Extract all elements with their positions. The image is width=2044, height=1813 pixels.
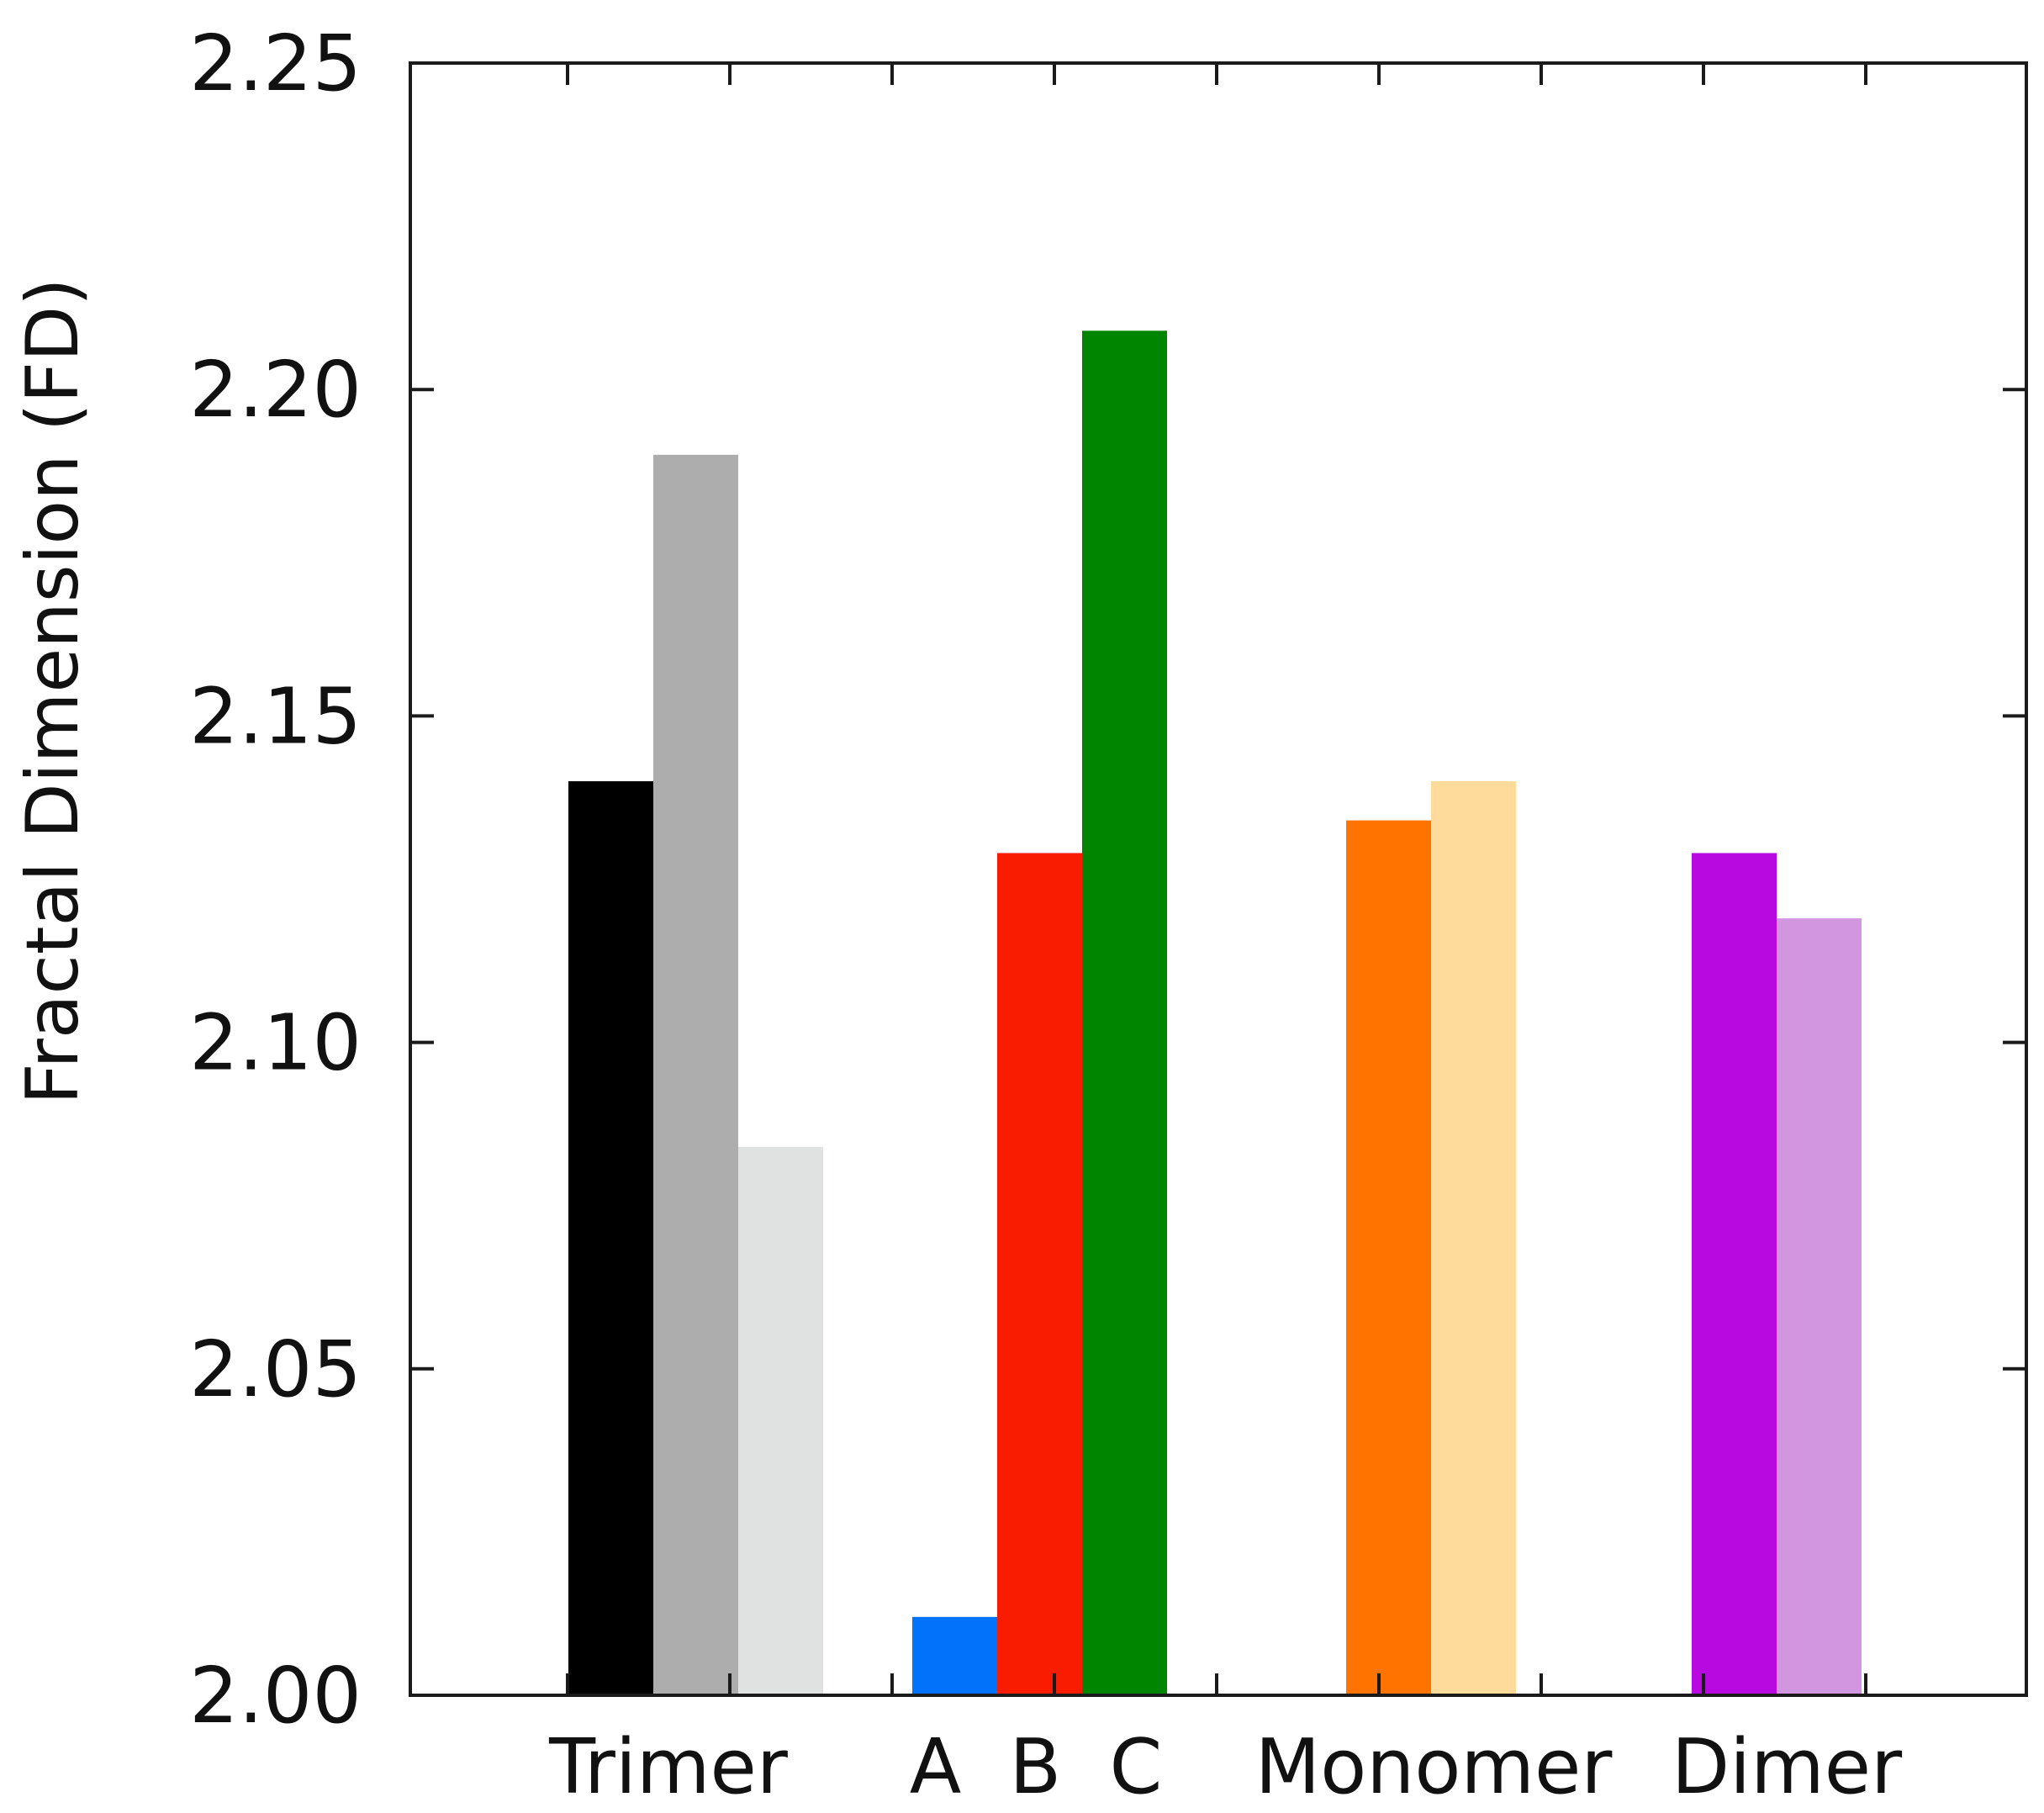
y-tick-label: 2.25 [189, 18, 362, 108]
category-label-2: A B C [910, 1723, 1163, 1811]
bar-3-1 [1346, 820, 1431, 1695]
bars-layer [568, 330, 1862, 1696]
y-tick-label: 2.10 [189, 998, 362, 1088]
bar-2-1 [912, 1616, 997, 1695]
category-label-3: Monomer [1255, 1723, 1613, 1811]
bar-3-2 [1431, 781, 1516, 1695]
y-axis-title: Fractal Dimension (FD) [11, 278, 95, 1104]
bar-2-3 [1082, 330, 1167, 1696]
bar-1-2 [653, 454, 738, 1695]
bar-4-2 [1777, 918, 1862, 1695]
y-tick-label: 2.05 [189, 1324, 362, 1414]
category-label-1: Trimer [548, 1723, 788, 1811]
bar-1-3 [738, 1146, 823, 1695]
y-tick-label: 2.00 [189, 1651, 362, 1741]
ticks-layer [410, 61, 2026, 1697]
y-tick-label: 2.20 [189, 345, 362, 435]
bar-1-1 [568, 781, 653, 1695]
bar-2-2 [997, 853, 1082, 1695]
bar-4-1 [1692, 853, 1777, 1695]
category-label-4: Dimer [1672, 1723, 1902, 1811]
y-tick-label: 2.15 [189, 671, 362, 761]
y-tick-labels: 2.00 2.05 2.10 2.15 2.20 2.25 [189, 18, 362, 1741]
category-labels: Trimer A B C Monomer Dimer [548, 1723, 1902, 1811]
